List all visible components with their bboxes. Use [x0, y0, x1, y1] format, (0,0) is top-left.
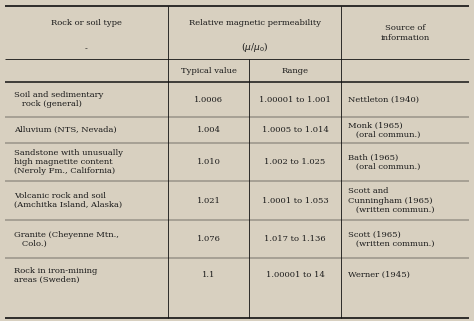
Text: Range: Range [282, 67, 309, 74]
Text: 1.010: 1.010 [197, 158, 220, 166]
Text: 1.021: 1.021 [197, 197, 220, 204]
Text: 1.076: 1.076 [197, 235, 220, 243]
Text: Relative magnetic permeability: Relative magnetic permeability [189, 19, 321, 27]
Text: Sandstone with unusually
high magnetite content
(Neroly Fm., California): Sandstone with unusually high magnetite … [14, 149, 123, 175]
Text: ($\mu$/$\mu$$_0$): ($\mu$/$\mu$$_0$) [241, 40, 268, 54]
Text: Source of
information: Source of information [381, 24, 430, 41]
Text: 1.1: 1.1 [202, 271, 215, 279]
Text: -: - [85, 45, 88, 53]
Text: Alluvium (NTS, Nevada): Alluvium (NTS, Nevada) [14, 126, 117, 134]
Text: 1.017 to 1.136: 1.017 to 1.136 [264, 235, 326, 243]
Text: 1.00001 to 1.001: 1.00001 to 1.001 [259, 96, 331, 103]
Text: Typical value: Typical value [181, 67, 237, 74]
Text: Monk (1965)
   (oral commun.): Monk (1965) (oral commun.) [348, 121, 421, 139]
Text: Scott and
Cunningham (1965)
   (written commun.): Scott and Cunningham (1965) (written com… [348, 187, 435, 214]
Text: Soil and sedimentary
   rock (general): Soil and sedimentary rock (general) [14, 91, 104, 108]
Text: Granite (Cheyenne Mtn.,
   Colo.): Granite (Cheyenne Mtn., Colo.) [14, 230, 119, 248]
Text: 1.004: 1.004 [197, 126, 220, 134]
Text: Rock in iron-mining
areas (Sweden): Rock in iron-mining areas (Sweden) [14, 267, 98, 284]
Text: 1.00001 to 14: 1.00001 to 14 [265, 271, 325, 279]
Text: Werner (1945): Werner (1945) [348, 271, 410, 279]
Text: 1.002 to 1.025: 1.002 to 1.025 [264, 158, 326, 166]
Text: Bath (1965)
   (oral commun.): Bath (1965) (oral commun.) [348, 153, 421, 171]
Text: 1.0005 to 1.014: 1.0005 to 1.014 [262, 126, 328, 134]
Text: Nettleton (1940): Nettleton (1940) [348, 96, 419, 103]
Text: 1.0001 to 1.053: 1.0001 to 1.053 [262, 197, 328, 204]
Text: Volcanic rock and soil
(Amchitka Island, Alaska): Volcanic rock and soil (Amchitka Island,… [14, 192, 122, 209]
Text: Scott (1965)
   (written commun.): Scott (1965) (written commun.) [348, 230, 435, 248]
Text: Rock or soil type: Rock or soil type [51, 19, 122, 27]
Text: 1.0006: 1.0006 [194, 96, 223, 103]
